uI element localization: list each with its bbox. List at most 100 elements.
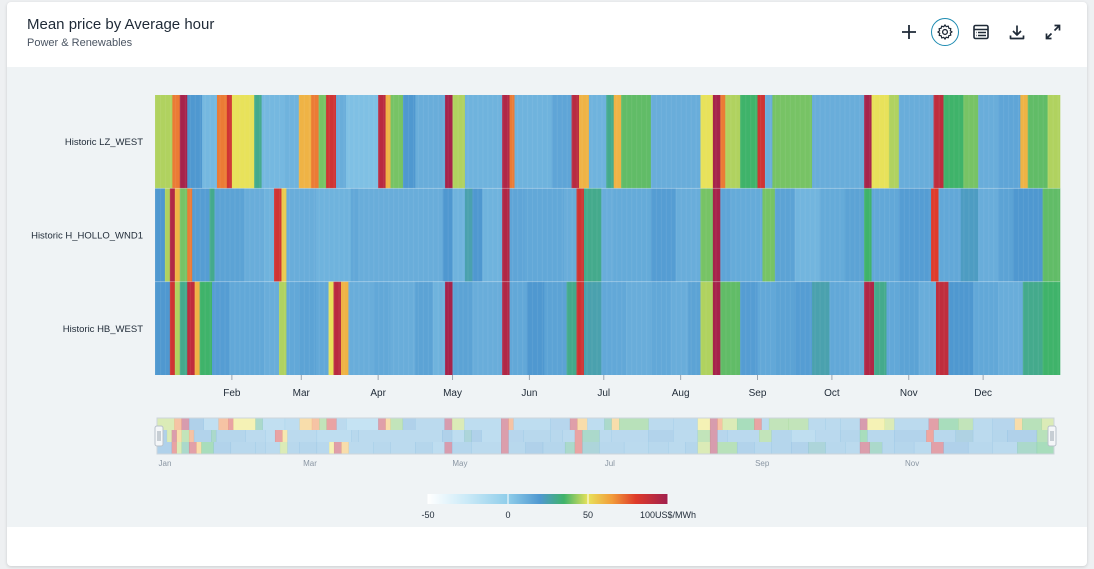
heatmap-cell[interactable]: [216, 95, 228, 189]
heatmap-cell[interactable]: [187, 95, 203, 189]
heatmap-cell[interactable]: [373, 281, 391, 375]
heatmap-cell[interactable]: [209, 188, 215, 282]
heatmap-cell[interactable]: [340, 281, 349, 375]
heatmap-cell[interactable]: [774, 281, 795, 375]
heatmap-cell[interactable]: [326, 95, 337, 189]
heatmap-cell[interactable]: [886, 281, 900, 375]
heatmap-cell[interactable]: [621, 95, 652, 189]
heatmap-cell[interactable]: [871, 95, 890, 189]
heatmap-cell[interactable]: [1042, 188, 1061, 282]
expand-button[interactable]: [1039, 18, 1067, 46]
heatmap-cell[interactable]: [812, 281, 830, 375]
heatmap-cell[interactable]: [212, 281, 230, 375]
heatmap-cell[interactable]: [316, 188, 352, 282]
heatmap-cell[interactable]: [898, 188, 932, 282]
heatmap-cell[interactable]: [888, 95, 900, 189]
heatmap-cell[interactable]: [564, 188, 577, 282]
heatmap-cell[interactable]: [601, 281, 627, 375]
heatmap-cell[interactable]: [688, 281, 701, 375]
heatmap-cell[interactable]: [281, 188, 287, 282]
heatmap-cell[interactable]: [819, 188, 845, 282]
heatmap-cell[interactable]: [226, 95, 233, 189]
heatmap-cell[interactable]: [613, 188, 652, 282]
heatmap-cell[interactable]: [274, 188, 282, 282]
heatmap-cell[interactable]: [700, 95, 714, 189]
settings-button[interactable]: [931, 18, 959, 46]
heatmap-cell[interactable]: [502, 95, 510, 189]
heatmap-cell[interactable]: [472, 188, 483, 282]
heatmap-cell[interactable]: [578, 95, 590, 189]
heatmap-cell[interactable]: [415, 281, 433, 375]
heatmap-cell[interactable]: [1012, 188, 1043, 282]
heatmap-cell[interactable]: [286, 281, 300, 375]
heatmap-cell[interactable]: [794, 281, 813, 375]
heatmap-cell[interactable]: [214, 188, 245, 282]
heatmap-cell[interactable]: [254, 95, 262, 189]
heatmap-cell[interactable]: [588, 95, 607, 189]
heatmap-cell[interactable]: [844, 188, 865, 282]
heatmap-cell[interactable]: [613, 95, 622, 189]
heatmap-cell[interactable]: [316, 281, 329, 375]
heatmap-cell[interactable]: [345, 95, 379, 189]
heatmap-cell[interactable]: [452, 281, 473, 375]
heatmap-cell[interactable]: [502, 281, 510, 375]
heatmap-cell[interactable]: [328, 281, 334, 375]
heatmap-cell[interactable]: [551, 188, 565, 282]
heatmap-cell[interactable]: [898, 95, 934, 189]
heatmap-cell[interactable]: [606, 95, 614, 189]
heatmap-cell[interactable]: [452, 188, 466, 282]
heatmap-cell[interactable]: [712, 188, 721, 282]
heatmap-cell[interactable]: [348, 281, 374, 375]
heatmap-cell[interactable]: [192, 188, 210, 282]
heatmap-cell[interactable]: [179, 281, 188, 375]
heatmap-cell[interactable]: [172, 95, 181, 189]
heatmap-cell[interactable]: [155, 281, 171, 375]
heatmap-cell[interactable]: [244, 188, 265, 282]
heatmap-cell[interactable]: [566, 281, 577, 375]
heatmap-cell[interactable]: [720, 95, 726, 189]
heatmap-cell[interactable]: [551, 95, 572, 189]
heatmap-cell[interactable]: [740, 95, 758, 189]
heatmap-cell[interactable]: [931, 188, 939, 282]
heatmap-cell[interactable]: [772, 95, 793, 189]
heatmap-cell[interactable]: [283, 95, 300, 189]
heatmap-cell[interactable]: [442, 188, 453, 282]
heatmap-cell[interactable]: [626, 281, 652, 375]
heatmap-cell[interactable]: [187, 281, 195, 375]
heatmap-cell[interactable]: [720, 281, 741, 375]
heatmap-cell[interactable]: [482, 188, 503, 282]
heatmap-cell[interactable]: [278, 281, 287, 375]
heatmap-cell[interactable]: [712, 95, 721, 189]
heatmap-cell[interactable]: [601, 188, 614, 282]
heatmap-cell[interactable]: [526, 281, 545, 375]
heatmap-cell[interactable]: [829, 95, 845, 189]
heatmap-cell[interactable]: [179, 95, 188, 189]
heatmap-cell[interactable]: [464, 95, 503, 189]
heatmap-cell[interactable]: [998, 188, 1014, 282]
heatmap-cell[interactable]: [774, 188, 795, 282]
heatmap-cell[interactable]: [199, 281, 213, 375]
navigator-right-handle[interactable]: [1047, 425, 1057, 447]
heatmap-cell[interactable]: [583, 281, 602, 375]
heatmap-cell[interactable]: [390, 95, 404, 189]
heatmap-cell[interactable]: [998, 95, 1021, 189]
heatmap-cell[interactable]: [918, 281, 937, 375]
heatmap-cell[interactable]: [1022, 281, 1043, 375]
heatmap-cell[interactable]: [898, 281, 919, 375]
heatmap-cell[interactable]: [390, 281, 416, 375]
heatmap-cell[interactable]: [978, 95, 999, 189]
heatmap-cell[interactable]: [264, 281, 280, 375]
heatmap-cell[interactable]: [720, 188, 731, 282]
heatmap-cell[interactable]: [576, 281, 585, 375]
heatmap-cell[interactable]: [864, 188, 872, 282]
heatmap-cell[interactable]: [264, 188, 275, 282]
heatmap-cell[interactable]: [187, 188, 193, 282]
heatmap-cell[interactable]: [730, 188, 763, 282]
heatmap-cell[interactable]: [757, 95, 766, 189]
heatmap-cell[interactable]: [757, 281, 776, 375]
heatmap-cell[interactable]: [936, 281, 949, 375]
heatmap-cell[interactable]: [194, 281, 200, 375]
heatmap-cell[interactable]: [336, 95, 347, 189]
heatmap-cell[interactable]: [174, 281, 181, 375]
heatmap-cell[interactable]: [174, 188, 181, 282]
